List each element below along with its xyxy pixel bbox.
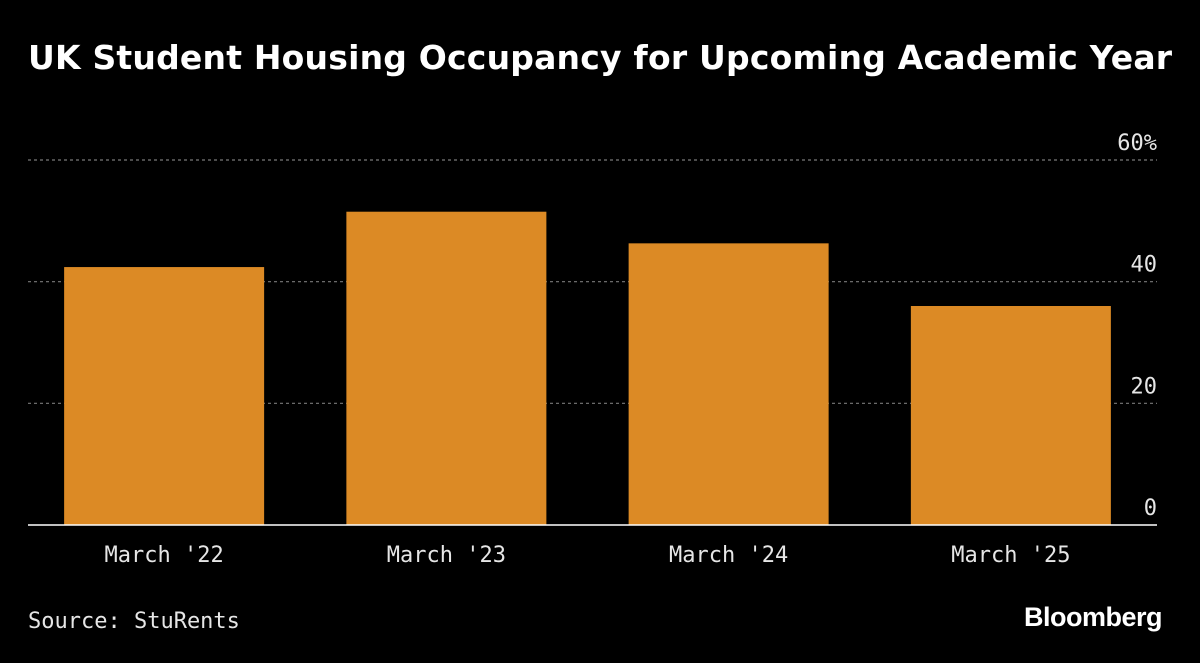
chart-title: UK Student Housing Occupancy for Upcomin… [28,38,1173,77]
x-tick-label-1: March '23 [387,543,506,568]
x-tick-label-2: March '24 [669,543,788,568]
source-note: Source: StuRents [28,609,240,634]
bar-3 [910,306,1111,525]
y-tick-label-20: 20 [1131,374,1158,399]
y-tick-label-40: 40 [1131,253,1158,278]
bar-0 [64,267,265,525]
x-tick-label-3: March '25 [951,543,1070,568]
bloomberg-logo: Bloomberg [1023,602,1163,632]
bar-2 [628,243,829,525]
y-tick-label-0: 0 [1144,496,1157,521]
x-tick-label-0: March '22 [105,543,224,568]
y-tick-label-60: 60% [1117,131,1157,156]
bar-1 [346,211,547,526]
